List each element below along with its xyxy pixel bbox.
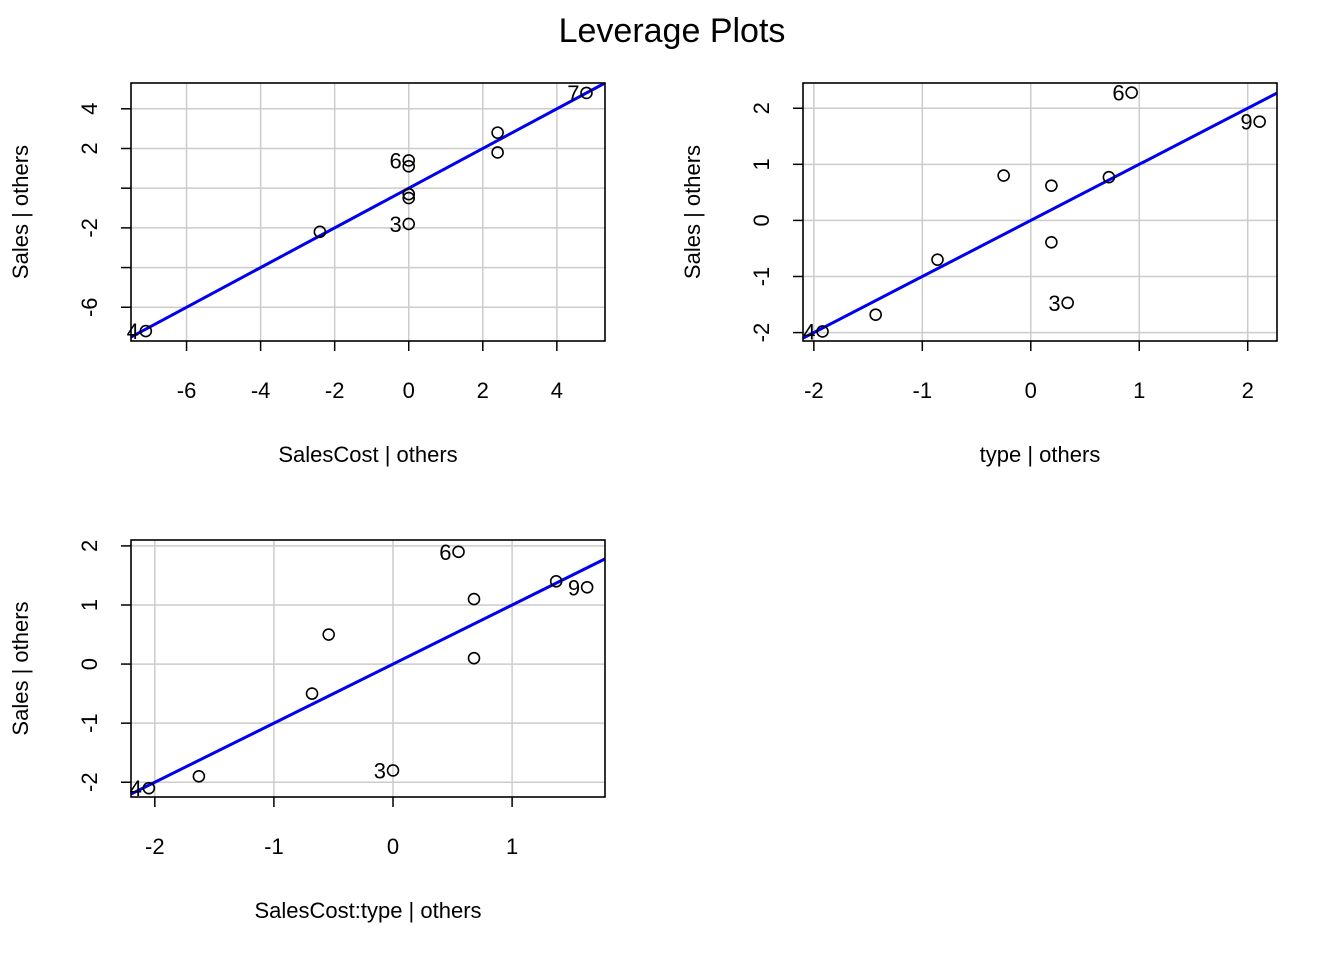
data-point (580, 86, 593, 100)
point-label: 3 (1048, 291, 1060, 316)
y-tick-label: 2 (77, 142, 102, 154)
data-point (313, 225, 327, 239)
y-tick-label: 2 (77, 540, 102, 552)
point-label: 6 (389, 148, 401, 173)
x-tick-label: 2 (1242, 378, 1254, 403)
data-point (139, 324, 153, 338)
data-point (467, 651, 481, 665)
grid-lines (803, 83, 1277, 341)
data-point (402, 217, 416, 231)
data-point (997, 169, 1010, 182)
x-tick-label: -2 (145, 834, 165, 859)
data-point (549, 575, 563, 588)
y-tick-label: 4 (77, 103, 102, 115)
fit-line (131, 83, 605, 339)
point-label: 6 (1112, 81, 1124, 106)
y-tick-label: -2 (77, 772, 102, 792)
data-point (491, 146, 504, 159)
x-tick-label: -4 (251, 378, 271, 403)
plot-frame (802, 82, 1278, 342)
fit-line (803, 91, 1277, 340)
x-tick-label: 0 (387, 834, 399, 859)
data-point (192, 770, 206, 783)
leverage-plot-3: 4 3 6 9 -2 -1 0 1 -2 -1 0 1 2 SalesCost:type | others… (8, 539, 606, 923)
x-tick-label: -1 (264, 834, 284, 859)
point-label: 7 (567, 81, 579, 106)
data-point (1102, 170, 1116, 184)
point-label: 9 (1240, 110, 1252, 135)
y-tick-label: 2 (749, 102, 774, 114)
data-point (1045, 235, 1058, 249)
leverage-plot-1: 4 6 3 7 -6 -4 -2 0 2 4 -6 -2 2 4 SalesCost | others Sal… (8, 81, 606, 467)
y-axis-title: Sales | others (680, 145, 705, 279)
x-tick-label: 1 (1133, 378, 1145, 403)
x-tick-label: -6 (177, 378, 197, 403)
x-tick-label: 1 (506, 834, 518, 859)
y-axis-title: Sales | others (8, 601, 33, 735)
point-label: 9 (568, 575, 580, 600)
plot-frame (130, 82, 606, 342)
point-label: 4 (803, 319, 815, 344)
data-point (402, 187, 416, 201)
data-point (931, 253, 944, 266)
data-point (322, 628, 335, 641)
grid-lines (131, 83, 605, 341)
data-point (1125, 86, 1138, 99)
x-tick-label: -2 (804, 378, 824, 403)
data-point (869, 308, 882, 321)
data-point (402, 154, 416, 167)
x-tick-label: 4 (551, 378, 563, 403)
grid-lines (131, 540, 605, 797)
data-point (467, 592, 481, 606)
data-point (1061, 296, 1074, 310)
x-tick-label: 0 (403, 378, 415, 403)
data-point (142, 781, 156, 795)
data-point (816, 325, 829, 338)
plot-frame (130, 539, 606, 798)
y-tick-label: -2 (77, 218, 102, 238)
y-axis-title: Sales | others (8, 145, 33, 279)
x-tick-label: 2 (477, 378, 489, 403)
panels: 4 6 3 7 -6 -4 -2 0 2 4 -6 -2 2 4 SalesCost | others Sal… (8, 81, 1278, 923)
data-point (386, 764, 400, 777)
x-tick-label: -2 (325, 378, 345, 403)
data-point (402, 160, 416, 173)
point-label: 6 (439, 540, 451, 565)
x-axis-title: SalesCost | others (278, 442, 457, 467)
data-point (1045, 179, 1058, 192)
y-tick-label: 0 (77, 658, 102, 670)
data-point (402, 191, 416, 205)
fit-line (131, 557, 605, 796)
leverage-plot-2: 4 3 6 9 -2 -1 0 1 2 -2 -1 0 1 2 type | others Sales | o… (680, 81, 1278, 467)
y-tick-label: 0 (749, 214, 774, 226)
x-axis-title: type | others (980, 442, 1101, 467)
x-tick-label: -1 (913, 378, 933, 403)
data-point (1253, 115, 1266, 128)
y-tick-label: -1 (749, 267, 774, 287)
x-axis-title: SalesCost:type | others (254, 898, 481, 923)
point-label: 4 (130, 776, 142, 801)
figure-title: Leverage Plots (559, 12, 786, 50)
point-label: 3 (389, 212, 401, 237)
x-tick-label: 0 (1025, 378, 1037, 403)
point-label: 4 (127, 319, 139, 344)
y-tick-label: -1 (77, 713, 102, 733)
data-point (452, 545, 465, 559)
point-label: 3 (374, 758, 386, 783)
y-tick-label: 1 (77, 599, 102, 611)
y-tick-label: -6 (77, 297, 102, 317)
y-tick-label: 1 (749, 158, 774, 170)
data-point (305, 687, 319, 700)
data-point (491, 126, 504, 139)
data-point (580, 580, 594, 594)
y-tick-label: -2 (749, 323, 774, 343)
